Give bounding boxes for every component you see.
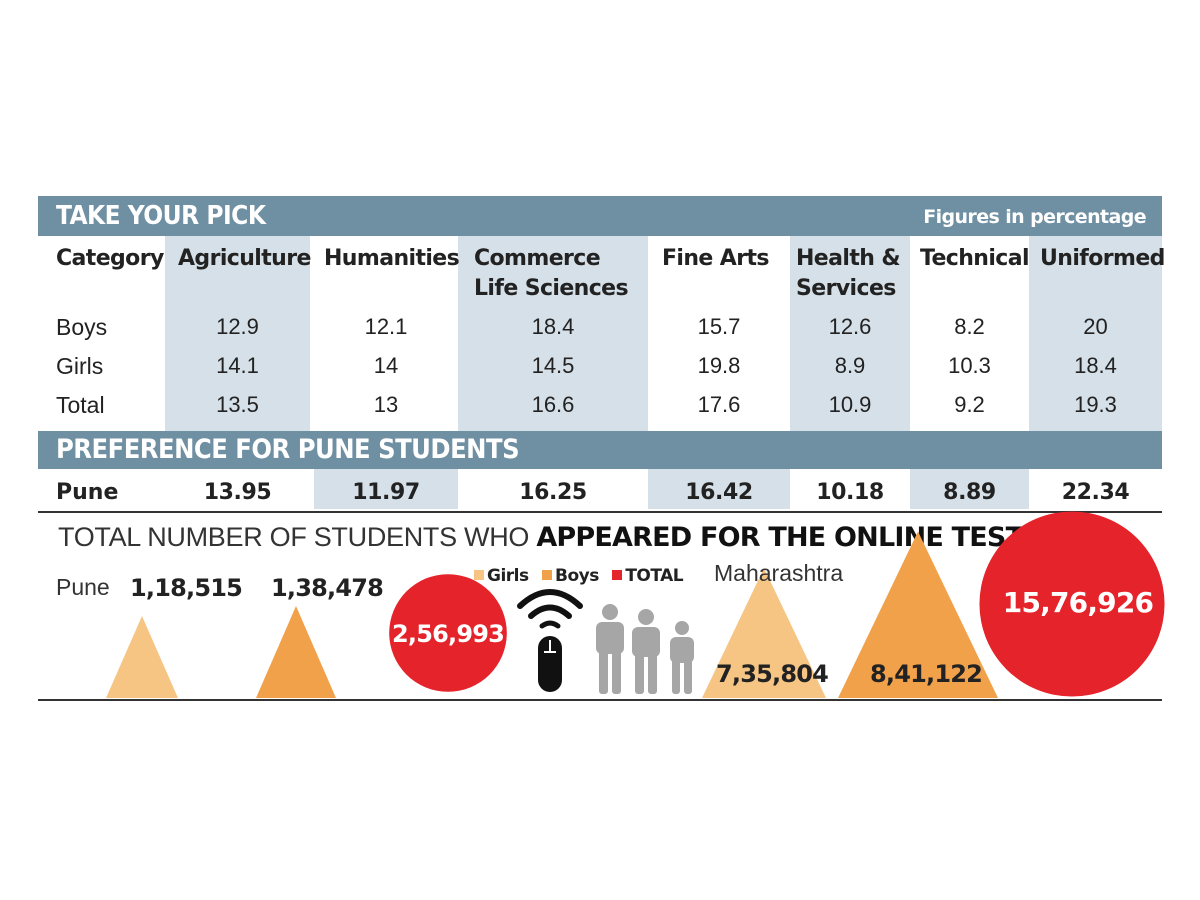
legend-girls-swatch [474, 570, 484, 580]
row-label: Total [56, 392, 105, 418]
table-cell: 13 [373, 392, 399, 417]
legend: Girls Boys TOTAL [474, 566, 691, 586]
header-line1: Agriculture [178, 246, 311, 271]
legend-total-label: TOTAL [625, 566, 684, 586]
header-line1: Humanities [324, 246, 460, 271]
table-cell: 17.6 [697, 392, 741, 417]
pune-table-title: PREFERENCE FOR PUNE STUDENTS [56, 434, 520, 465]
row-label: Boys [56, 314, 108, 340]
table-cell: 14 [373, 353, 399, 378]
title-bar-pune-preference: PREFERENCE FOR PUNE STUDENTS [38, 431, 1162, 469]
pune-cell: 10.18 [816, 480, 884, 505]
maharashtra-boys-value: 8,41,122 [870, 660, 983, 688]
table-cell: 10.9 [828, 392, 872, 417]
legend-girls: Girls [474, 566, 529, 586]
pune-row-label: Pune [56, 480, 119, 505]
table-cell: 12.6 [828, 314, 872, 339]
table-cell: 10.3 [948, 353, 991, 378]
header-line1: Fine Arts [662, 246, 770, 271]
maharashtra-total-value: 15,76,926 [1002, 586, 1154, 619]
online-test-chart [106, 511, 1165, 698]
header-2: Commerce Life Sciences [474, 244, 629, 304]
header-line1: Health & [796, 246, 901, 271]
column-shade-agriculture [165, 236, 310, 431]
triangle-maharashtra-girls [702, 568, 826, 698]
header-line1: Technical [920, 246, 1030, 271]
table-cell: 19.8 [697, 353, 741, 378]
pune-shade-finearts [648, 469, 790, 509]
table-cell: 18.4 [1074, 353, 1117, 378]
pune-total-value: 2,56,993 [391, 620, 505, 648]
header-3: Fine Arts [662, 244, 770, 274]
pune-shade-humanities [314, 469, 458, 509]
table-cell: 19.3 [1074, 392, 1117, 417]
table-cell: 12.9 [216, 314, 259, 339]
online-test-title-plain: TOTAL NUMBER OF STUDENTS WHO [58, 522, 537, 552]
header-0: Agriculture [178, 244, 311, 274]
header-line2: Life Sciences [474, 276, 629, 301]
table-title: TAKE YOUR PICK [56, 201, 266, 231]
table-cell: 16.6 [531, 392, 575, 417]
triangle-pune-boys [256, 606, 336, 698]
table-cell: 8.2 [954, 314, 985, 339]
column-shade-health [790, 236, 910, 431]
table-cell: 18.4 [531, 314, 575, 339]
table-cell: 20 [1083, 314, 1108, 339]
title-bar-take-your-pick: TAKE YOUR PICK Figures in percentage [38, 196, 1162, 236]
table-cell: 14.5 [531, 353, 575, 378]
triangle-pune-girls [106, 616, 178, 698]
legend-girls-label: Girls [487, 566, 529, 586]
pune-shade-technical [910, 469, 1029, 509]
header-line2: Services [796, 276, 896, 301]
header-5: Technical [920, 244, 1030, 274]
legend-boys: Boys [542, 566, 599, 586]
pune-label: Pune [56, 574, 110, 600]
pune-cell: 13.95 [203, 480, 272, 505]
column-shade-uniformed [1029, 236, 1162, 431]
header-1: Humanities [324, 244, 460, 274]
online-test-title: TOTAL NUMBER OF STUDENTS WHO APPEARED FO… [58, 522, 1024, 553]
table-cell: 14.1 [216, 353, 259, 378]
divider-top [38, 511, 1162, 513]
row-label: Girls [56, 353, 104, 379]
students-icon [596, 604, 694, 694]
table-cell: 8.9 [834, 353, 866, 378]
circle-maharashtra-total [979, 511, 1165, 697]
maharashtra-girls-value: 7,35,804 [716, 660, 829, 688]
pune-cell: 16.42 [685, 480, 753, 505]
header-4: Health & Services [796, 244, 901, 304]
table-cell: 13.5 [216, 392, 259, 417]
pune-girls-value: 1,18,515 [130, 574, 243, 602]
legend-boys-swatch [542, 570, 553, 580]
online-test-title-bold: APPEARED FOR THE ONLINE TEST [536, 522, 1024, 553]
table-cell: 15.7 [697, 314, 741, 339]
triangle-maharashtra-boys [838, 531, 998, 698]
header-line1: Uniformed [1040, 246, 1165, 271]
pune-cell: 22.34 [1061, 480, 1130, 505]
pune-cell: 8.89 [943, 480, 996, 505]
table-cell: 12.1 [364, 314, 408, 339]
legend-boys-label: Boys [555, 566, 599, 586]
header-category: Category [56, 246, 164, 271]
online-mouse-icon [517, 589, 583, 692]
column-shade-commerce [458, 236, 648, 431]
divider-bottom [38, 699, 1162, 701]
header-6: Uniformed [1040, 244, 1165, 274]
pune-cell: 16.25 [519, 480, 587, 505]
pune-cell: 11.97 [352, 480, 420, 505]
header-line1: Commerce [474, 246, 601, 271]
pune-boys-value: 1,38,478 [271, 574, 384, 602]
legend-total: TOTAL [612, 566, 684, 586]
legend-total-swatch [612, 570, 623, 580]
infographic: TAKE YOUR PICK Figures in percentage Cat… [38, 196, 1165, 704]
circle-pune-total [389, 574, 507, 692]
maharashtra-label: Maharashtra [714, 560, 844, 586]
figures-note: Figures in percentage [923, 206, 1146, 228]
table-cell: 9.2 [954, 392, 985, 417]
